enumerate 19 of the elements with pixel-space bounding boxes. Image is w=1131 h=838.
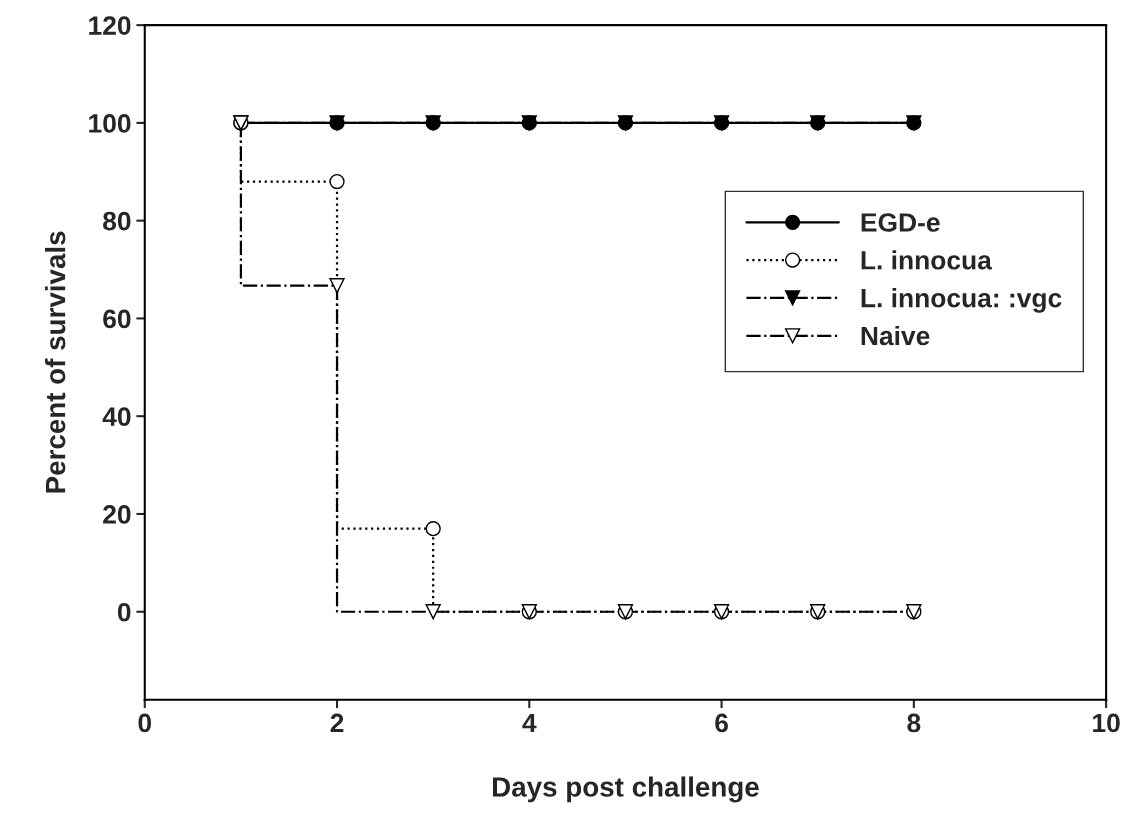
y-tick-label: 100: [89, 114, 131, 133]
y-tick-label: 40: [102, 407, 131, 427]
y-tick-label: 60: [103, 309, 131, 329]
x-tick-label: 0: [138, 713, 152, 733]
legend-label: L. innocua: [861, 250, 993, 270]
x-tick-label: 4: [522, 713, 537, 733]
x-axis-title: Days post challenge: [493, 776, 759, 803]
x-tick-label: 2: [330, 713, 344, 733]
y-tick-label: 20: [103, 505, 131, 524]
y-tick-label: 0: [117, 602, 131, 622]
legend-label: L. innocua: :vgc: [861, 288, 1062, 313]
x-tick-label: 8: [907, 713, 921, 733]
x-tick-label: 6: [715, 713, 728, 733]
y-axis-title: Percent of survivals: [44, 231, 66, 493]
y-tick-label: 80: [103, 211, 131, 231]
x-tick-label: 10: [1093, 713, 1120, 733]
legend-label: EGD-e: [861, 213, 940, 232]
y-tick-label: 120: [89, 16, 131, 35]
legend-label: Naive: [861, 325, 930, 346]
